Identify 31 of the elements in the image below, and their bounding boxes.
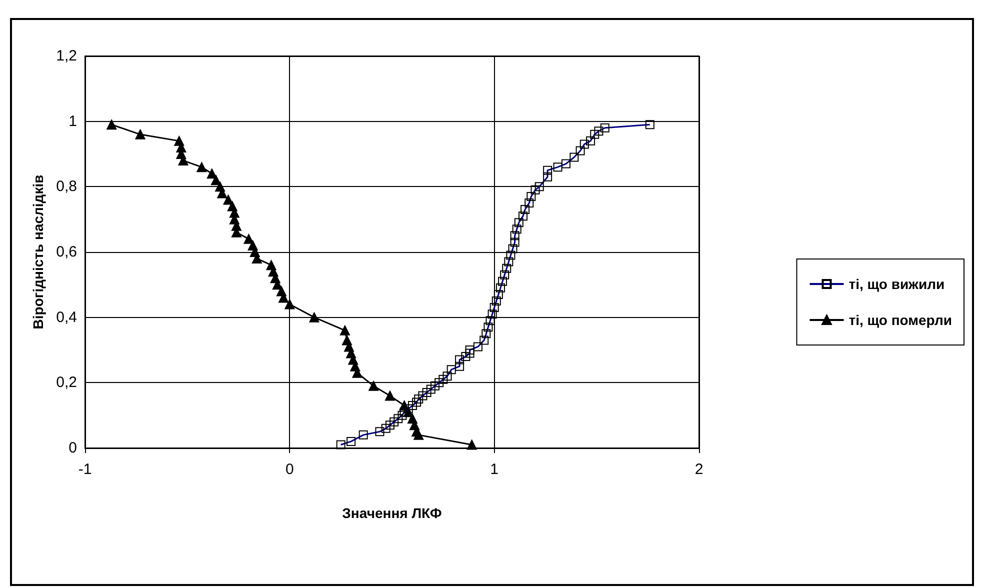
point [466, 440, 477, 450]
point [284, 299, 295, 310]
x-tick-label: 1 [490, 461, 499, 478]
y-tick-label: 0,8 [56, 178, 77, 196]
point [340, 325, 350, 336]
x-tick-label: -1 [78, 461, 92, 478]
point [414, 430, 424, 440]
point [106, 120, 117, 130]
point [135, 129, 146, 140]
point [196, 162, 207, 172]
y-axis-title: Вірогідність наслідків [30, 174, 46, 330]
x-tick-label: 0 [285, 461, 294, 478]
y-tick-label: 1,2 [56, 48, 77, 64]
legend-label: ті, що померли [848, 312, 952, 328]
legend-label: ті, що вижили [848, 276, 945, 292]
y-tick-label: 0 [68, 440, 77, 456]
y-tick-label: 0,6 [56, 244, 77, 260]
y-tick-label: 1 [68, 112, 77, 130]
y-tick-label: 0,2 [56, 374, 77, 392]
y-tick-label: 0,4 [56, 308, 77, 326]
point [368, 380, 379, 391]
x-axis-title: Значення ЛКФ [342, 505, 442, 521]
point [403, 407, 414, 418]
point [206, 168, 217, 179]
point [223, 194, 234, 205]
point [399, 400, 410, 411]
point [210, 175, 221, 186]
point [309, 312, 320, 322]
point [244, 234, 254, 244]
x-tick-label: 2 [694, 461, 704, 478]
point [384, 390, 395, 401]
